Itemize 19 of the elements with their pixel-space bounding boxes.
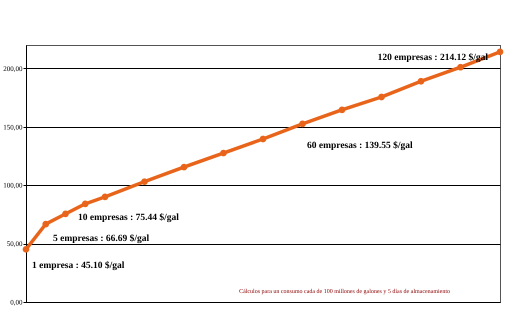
annotation: 10 empresas : 75.44 $/gal	[78, 213, 180, 223]
annotation: 5 empresas : 66.69 $/gal	[53, 234, 150, 244]
point	[260, 136, 266, 142]
point	[180, 164, 188, 170]
point	[338, 106, 346, 114]
point	[82, 200, 89, 208]
point	[457, 64, 464, 71]
point	[102, 194, 108, 200]
point	[141, 178, 148, 186]
point	[418, 78, 424, 85]
point	[220, 150, 227, 156]
point	[62, 210, 69, 218]
point	[22, 246, 30, 253]
point	[496, 48, 504, 56]
point	[299, 120, 306, 128]
point	[378, 94, 385, 100]
annotation: 1 empresa : 45.10 $/gal	[32, 261, 125, 271]
point	[42, 220, 50, 228]
annotation: 60 empresas : 139.55 $/gal	[307, 141, 413, 151]
